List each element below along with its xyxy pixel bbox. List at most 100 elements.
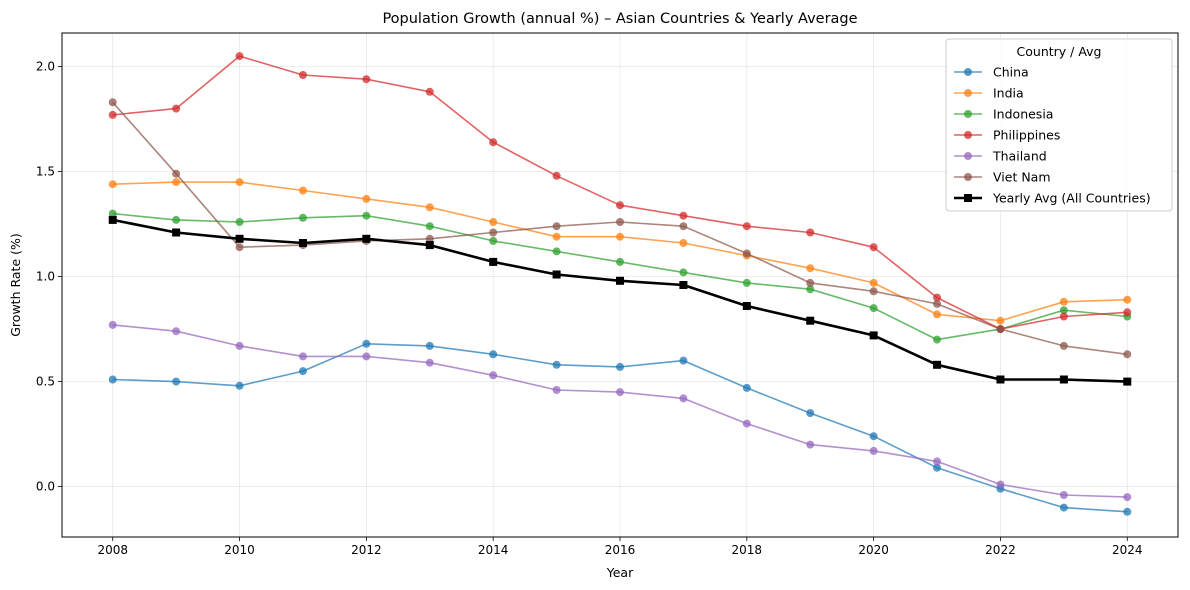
- data-point: [996, 316, 1005, 325]
- data-point: [616, 232, 624, 241]
- data-point: [172, 169, 181, 178]
- y-tick-label: 1.0: [36, 270, 55, 284]
- data-point: [489, 350, 498, 359]
- data-point: [616, 257, 624, 266]
- legend-title: Country / Avg: [1017, 44, 1102, 59]
- x-tick-label: 2020: [858, 543, 889, 557]
- data-point: [933, 360, 942, 369]
- data-point: [806, 228, 815, 237]
- x-tick-label: 2022: [985, 543, 1016, 557]
- data-point: [552, 270, 561, 279]
- data-point: [172, 178, 181, 187]
- data-point: [616, 276, 624, 285]
- data-point: [298, 239, 307, 247]
- data-point: [679, 281, 688, 289]
- data-point: [1123, 308, 1132, 317]
- data-point: [108, 180, 117, 189]
- x-tick-label: 2024: [1112, 543, 1143, 557]
- data-point: [1059, 375, 1068, 384]
- data-point: [742, 419, 751, 428]
- data-point: [489, 138, 498, 147]
- data-point: [552, 232, 561, 241]
- legend-item-indonesia: Indonesia: [954, 107, 1053, 122]
- series-layer: [108, 52, 1132, 516]
- x-tick-label: 2010: [224, 543, 255, 557]
- x-tick-label: 2012: [351, 543, 382, 557]
- legend-label: Thailand: [992, 149, 1047, 164]
- data-point: [806, 440, 815, 449]
- data-point: [1059, 297, 1068, 306]
- data-point: [869, 278, 878, 287]
- data-point: [616, 388, 624, 397]
- data-point: [172, 327, 181, 336]
- legend-marker: [964, 173, 972, 181]
- data-point: [425, 341, 434, 350]
- data-point: [933, 310, 942, 319]
- data-point: [1059, 312, 1068, 321]
- data-point: [869, 331, 878, 340]
- legend-label: India: [993, 86, 1024, 101]
- data-point: [298, 367, 307, 376]
- data-point: [425, 87, 434, 96]
- data-point: [108, 209, 117, 218]
- series-yearly-avg-all-countries: [108, 215, 1132, 386]
- data-point: [996, 480, 1005, 489]
- data-point: [235, 234, 244, 243]
- data-point: [742, 302, 751, 310]
- data-point: [679, 394, 688, 403]
- data-point: [996, 325, 1005, 334]
- data-point: [869, 243, 878, 252]
- data-point: [108, 215, 117, 224]
- data-point: [616, 218, 624, 226]
- data-point: [489, 218, 498, 226]
- y-tick-label: 0.5: [36, 375, 55, 389]
- data-point: [806, 409, 815, 418]
- data-point: [869, 446, 878, 455]
- data-point: [1123, 507, 1132, 516]
- data-point: [362, 194, 371, 203]
- data-point: [679, 222, 688, 231]
- legend-item-india: India: [954, 86, 1024, 101]
- data-point: [298, 352, 307, 361]
- x-axis-label: Year: [606, 565, 634, 580]
- data-point: [742, 383, 751, 392]
- series-indonesia: [108, 209, 1132, 344]
- data-point: [172, 377, 181, 386]
- data-point: [933, 335, 942, 344]
- data-point: [235, 52, 244, 61]
- legend-item-thailand: Thailand: [954, 149, 1047, 164]
- data-point: [489, 257, 498, 266]
- data-point: [108, 320, 117, 329]
- series-india: [108, 178, 1132, 325]
- data-point: [679, 211, 688, 220]
- legend: Country / Avg China India Indonesia Philipp…: [945, 38, 1173, 212]
- data-point: [108, 110, 117, 119]
- data-point: [933, 299, 942, 308]
- chart-title: Population Growth (annual %) – Asian Cou…: [382, 11, 857, 27]
- data-point: [425, 358, 434, 367]
- y-axis-label: Growth Rate (%): [8, 233, 23, 337]
- data-point: [235, 218, 244, 226]
- data-point: [235, 381, 244, 390]
- data-point: [1059, 491, 1068, 499]
- legend-label: Indonesia: [993, 107, 1053, 122]
- data-point: [362, 352, 371, 361]
- legend-label: Philippines: [993, 128, 1060, 143]
- data-point: [806, 264, 815, 273]
- legend-marker: [964, 131, 972, 139]
- data-point: [1123, 493, 1132, 502]
- data-point: [552, 386, 561, 394]
- legend-item-yearly-avg-all-countries: Yearly Avg (All Countries): [954, 191, 1151, 206]
- data-point: [298, 186, 307, 195]
- data-point: [933, 457, 942, 466]
- data-point: [425, 234, 434, 243]
- legend-item-philippines: Philippines: [954, 128, 1060, 143]
- series-philippines: [108, 52, 1132, 334]
- legend-marker: [964, 68, 972, 76]
- data-point: [933, 293, 942, 302]
- data-point: [679, 239, 688, 247]
- data-point: [869, 432, 878, 441]
- series-thailand: [108, 320, 1132, 502]
- data-point: [235, 243, 244, 252]
